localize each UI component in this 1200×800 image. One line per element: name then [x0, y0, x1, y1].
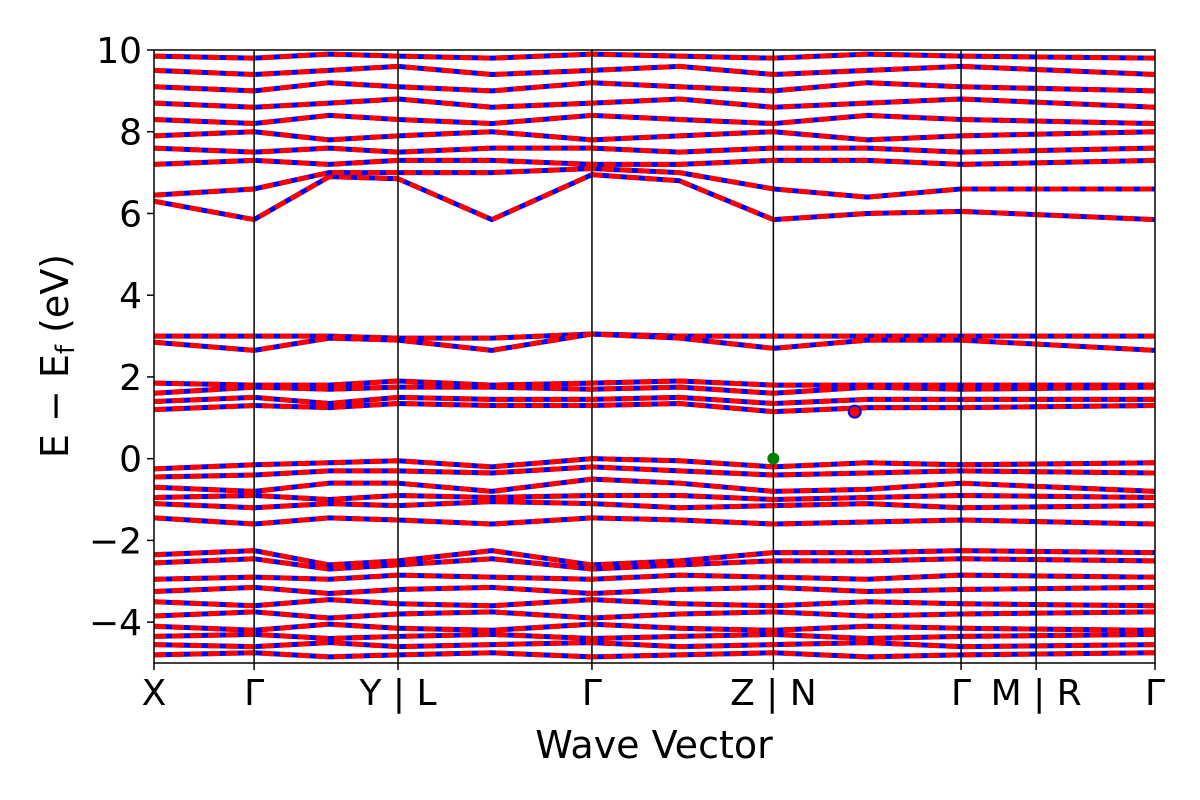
- x-tick-label: Y | L: [358, 673, 436, 714]
- x-tick-label: M | R: [991, 673, 1082, 714]
- x-axis-ticks: X Γ Y | L Γ Z | N Γ M | R Γ: [142, 663, 1165, 714]
- markers-group: [767, 404, 862, 465]
- cbm-marker: [847, 404, 862, 419]
- plot-area: [154, 50, 1155, 663]
- y-tick-label: 4: [119, 276, 142, 317]
- vbm-marker: [767, 452, 780, 465]
- x-axis-label: Wave Vector: [535, 723, 773, 767]
- y-axis-label-unit: (eV): [33, 254, 77, 345]
- y-tick-label: 2: [119, 358, 142, 399]
- y-tick-label: 8: [119, 113, 142, 154]
- x-tick-label: Z | N: [730, 673, 817, 714]
- y-axis-ticks: −4 −2 0 2 4 6 8 10: [89, 31, 154, 644]
- y-axis-label: E − Ef (eV): [33, 254, 81, 458]
- x-tick-label: Γ: [951, 673, 971, 714]
- y-axis-label-main: E − E: [33, 354, 77, 458]
- x-tick-label: Γ: [582, 673, 602, 714]
- x-tick-label: Γ: [1145, 673, 1165, 714]
- kpoint-lines-group: [253, 50, 1037, 663]
- y-tick-label: 10: [96, 31, 142, 72]
- plot-frame: [153, 49, 1156, 664]
- y-tick-label: 0: [119, 440, 142, 481]
- y-tick-label: 6: [119, 194, 142, 235]
- bands-group: [154, 51, 1155, 660]
- y-tick-label: −2: [89, 521, 142, 562]
- band-0-spin-down: [154, 172, 1155, 223]
- y-axis-label-subscript: f: [51, 344, 81, 354]
- y-tick-label: −4: [89, 603, 142, 644]
- x-tick-label: Γ: [244, 673, 264, 714]
- x-tick-label: X: [142, 673, 167, 714]
